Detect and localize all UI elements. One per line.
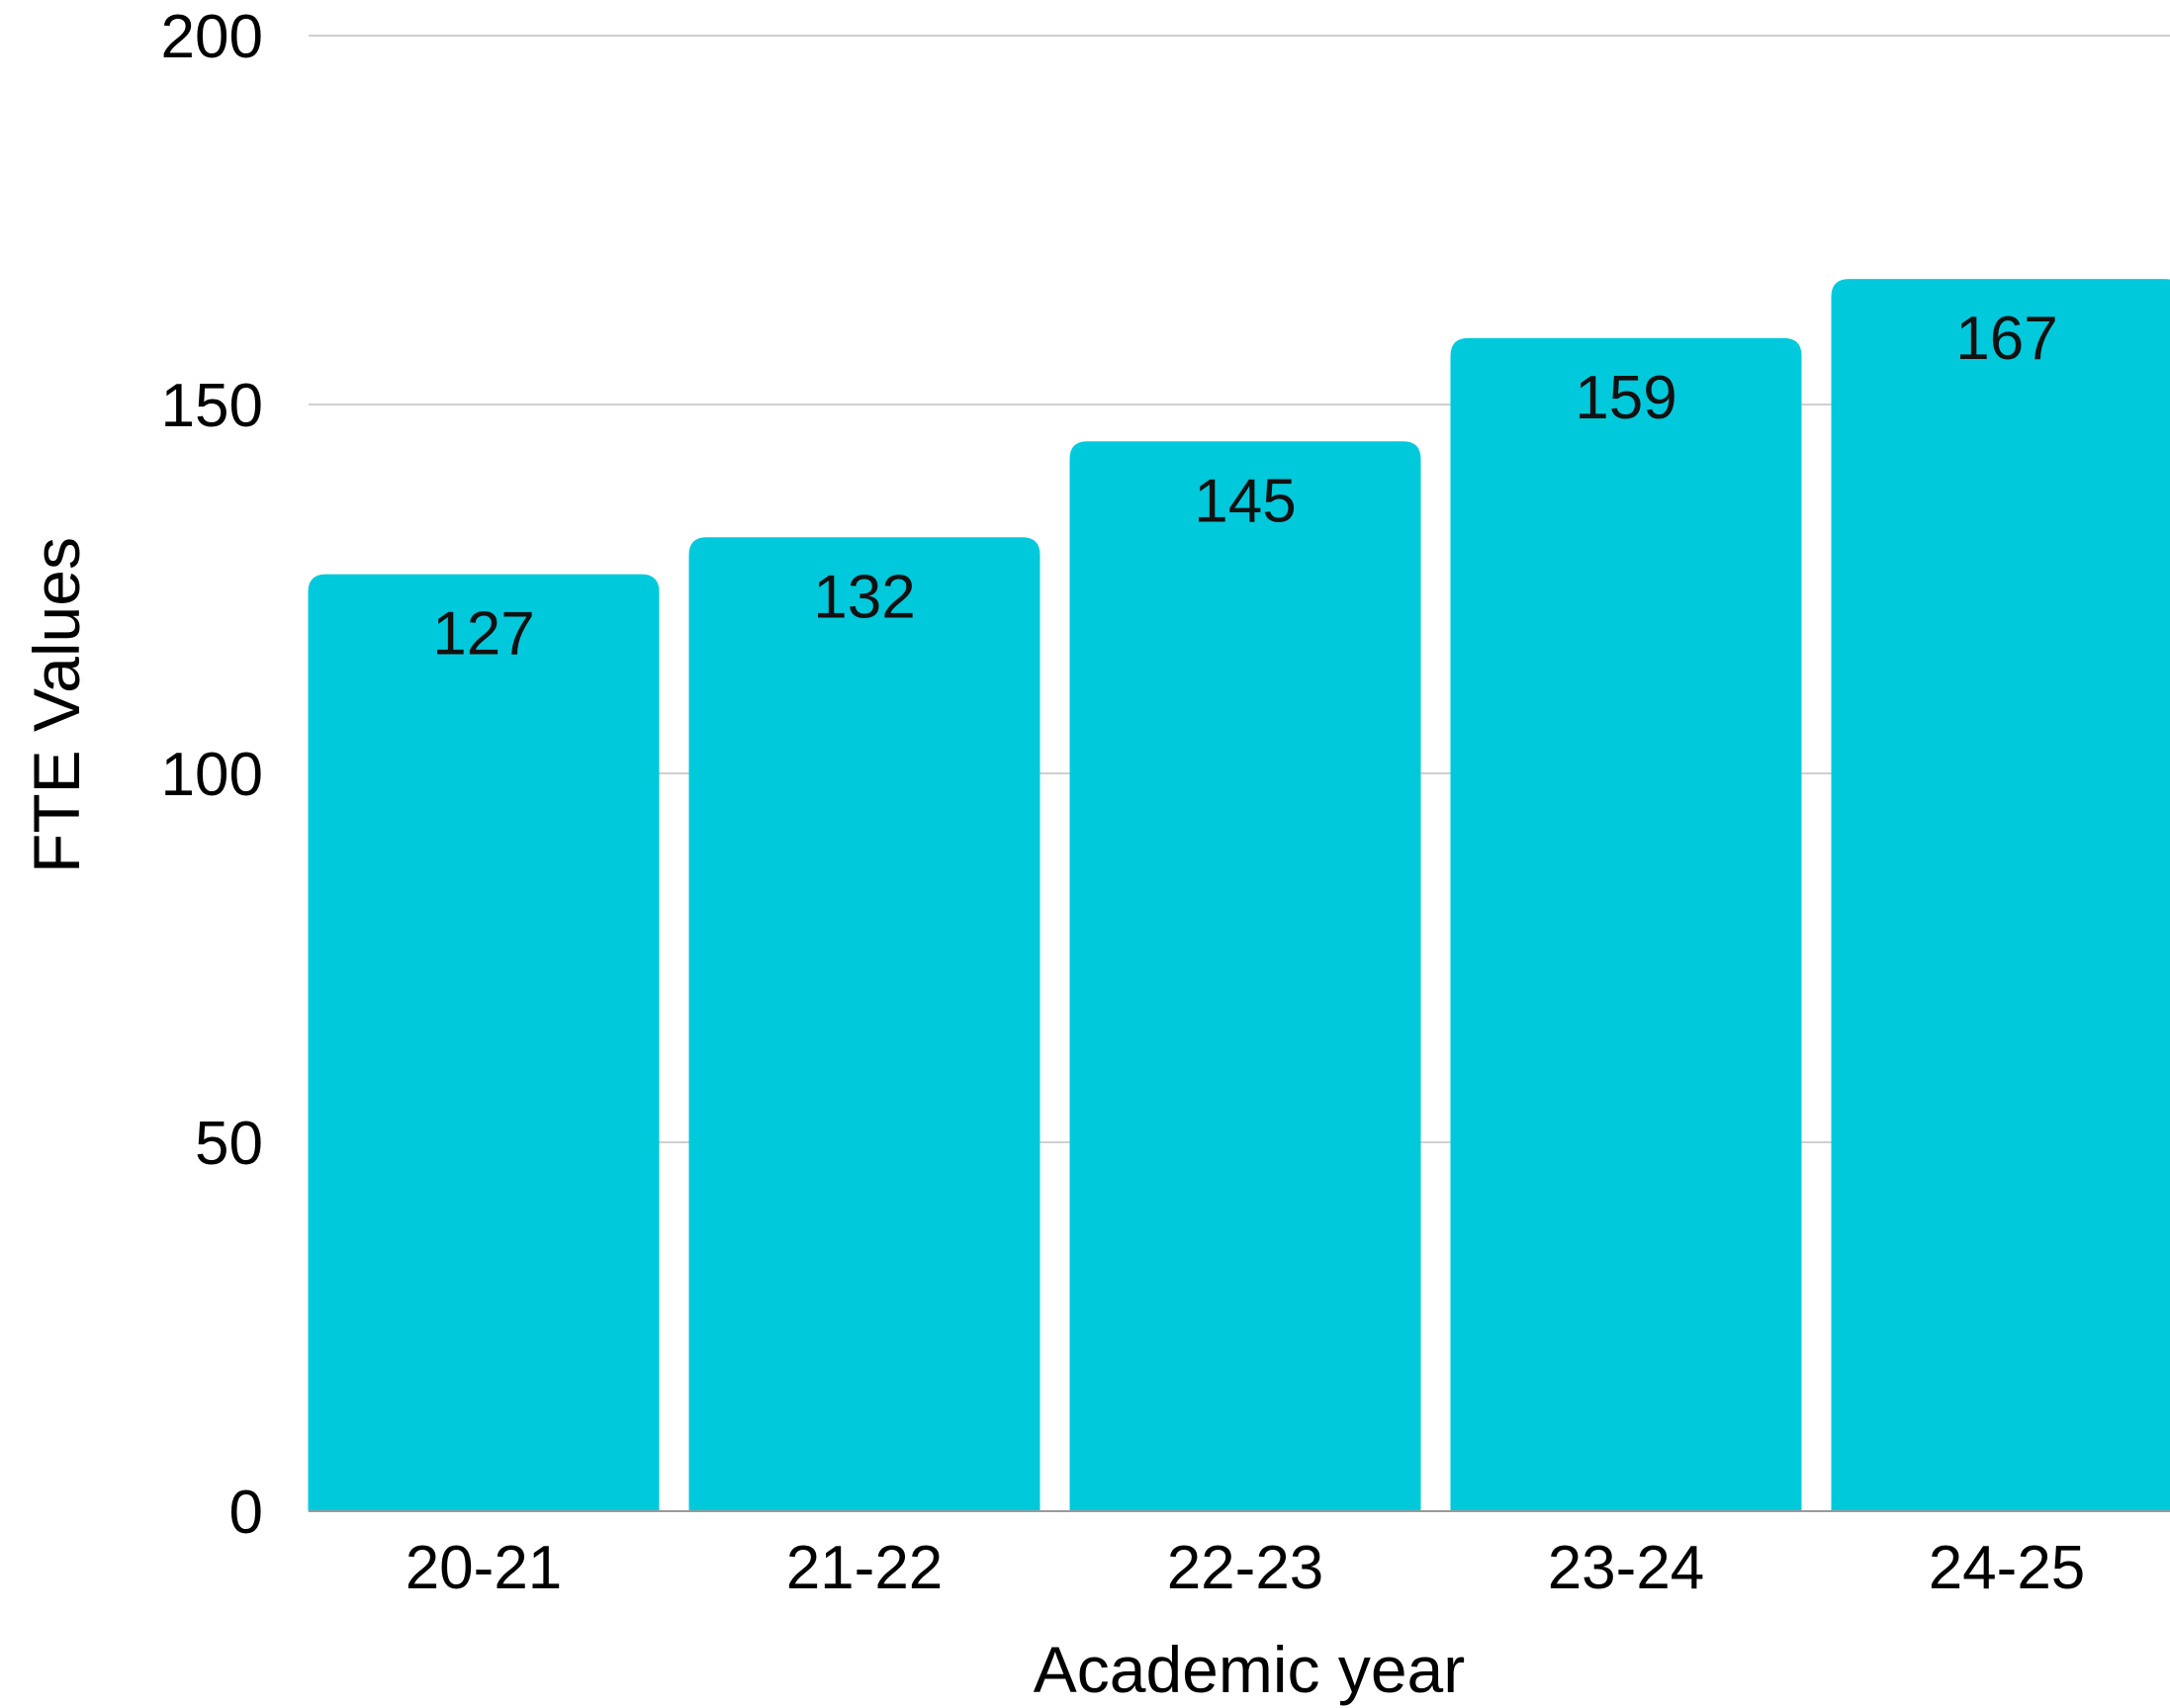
- y-tick-label: 50: [195, 1110, 263, 1178]
- bar: [1450, 337, 1802, 1511]
- y-tick-label: 0: [229, 1479, 263, 1547]
- bar-data-label: 159: [1575, 364, 1676, 432]
- bar: [688, 537, 1040, 1511]
- bar-data-label: 145: [1194, 467, 1296, 535]
- bars: 127 132 145 159 167: [308, 279, 2170, 1511]
- y-tick-label: 150: [161, 372, 263, 440]
- y-tick-label: 100: [161, 741, 263, 809]
- bar-data-label: 167: [1955, 305, 2057, 373]
- bar: [1831, 279, 2170, 1511]
- x-tick-label: 20-21: [406, 1534, 563, 1602]
- x-tick-label: 21-22: [786, 1534, 944, 1602]
- x-tick-label: 22-23: [1167, 1534, 1324, 1602]
- bar: [308, 574, 660, 1511]
- x-tick-label: 24-25: [1929, 1534, 2086, 1602]
- y-axis-title: FTE Values: [20, 537, 93, 873]
- bar: [1069, 441, 1421, 1511]
- x-axis-title: Academic year: [1034, 1633, 1466, 1706]
- x-axis-ticks: 20-21 21-22 22-23 23-24 24-25: [406, 1534, 2086, 1602]
- x-tick-label: 23-24: [1548, 1534, 1705, 1602]
- bar-data-label: 132: [813, 563, 915, 631]
- y-axis-ticks: 0 50 100 150 200: [161, 3, 263, 1547]
- y-tick-label: 200: [161, 3, 263, 71]
- bar-data-label: 127: [432, 600, 534, 669]
